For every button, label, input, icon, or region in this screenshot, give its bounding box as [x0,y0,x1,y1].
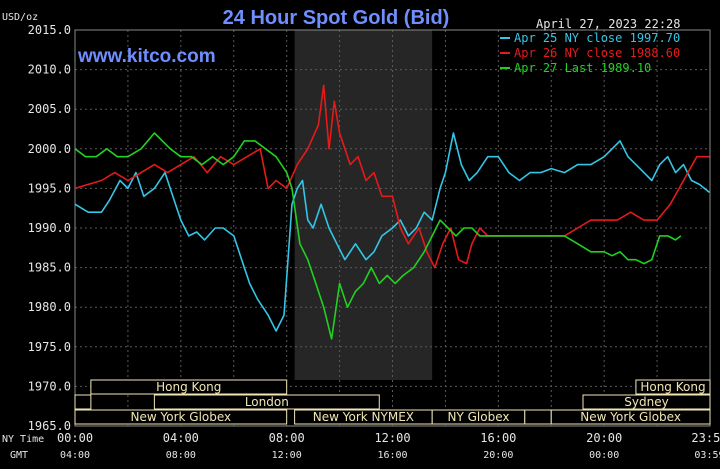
y-axis-ticks: 1965.0 1970.0 1975.0 1980.0 1985.0 1990.0 1995… [28,23,71,433]
x-tick-gmt: 16:00 [377,450,407,461]
series-line-1 [74,132,710,332]
plot-frame [74,29,711,427]
gmt-label: GMT [10,450,28,461]
y-tick-label: 1975.0 [28,340,71,354]
y-tick-label: 1985.0 [28,261,71,275]
y-tick-label: 1970.0 [28,379,71,393]
session-bar [524,409,552,425]
series-line-2 [74,84,710,269]
y-tick-label: 2005.0 [28,102,71,116]
nymex-shaded-region [294,30,433,380]
chart-title: 24 Hour Spot Gold (Bid) [223,7,450,29]
session-label: NY Globex [447,410,509,424]
y-tick-label: 2000.0 [28,142,71,156]
x-tick-gmt: 20:00 [483,450,513,461]
x-tick-ny: 16:00 [480,431,516,445]
y-tick-label: 2010.0 [28,63,71,77]
legend-entry: Apr 25 NY close 1997.70 [514,31,680,45]
nymex-shade [294,30,433,380]
session-bar [74,409,288,425]
session-bar [90,379,288,395]
kitco-watermark: www.kitco.com [77,46,216,67]
session-bar [635,379,711,395]
x-tick-ny: 12:00 [374,431,410,445]
ny-time-label: NY Time [2,434,44,445]
session-label: New York NYMEX [313,410,414,424]
session-bar [74,394,92,410]
session-label: New York Globex [580,410,681,424]
legend-entry: Apr 27 Last 1989.10 [514,61,651,75]
x-tick-gmt: 04:00 [60,450,90,461]
y-tick-label: 1990.0 [28,221,71,235]
x-tick-ny: 23:59 [691,431,720,445]
session-label: London [245,395,289,409]
y-tick-label: 2015.0 [28,23,71,37]
y-tick-label: 1995.0 [28,181,71,195]
x-tick-gmt: 08:00 [166,450,196,461]
x-tick-gmt: 00:00 [589,450,619,461]
x-tick-ny: 00:00 [57,431,93,445]
date-stamp: April 27, 2023 22:28 [536,17,681,31]
session-bar [582,394,711,410]
session-label: New York Globex [131,410,232,424]
price-series [74,84,710,340]
session-bar [153,394,380,410]
x-tick-gmt: 12:00 [272,450,302,461]
unit-label: USD/oz [2,12,38,23]
series-line-3 [74,132,682,340]
legend-entry: Apr 26 NY close 1988.60 [514,46,680,60]
session-label: Hong Kong [156,380,221,394]
y-tick-label: 1965.0 [28,419,71,433]
session-bar [550,409,711,425]
y-tick-label: 1980.0 [28,300,71,314]
session-label: Sydney [624,395,668,409]
x-tick-ny: 20:00 [586,431,622,445]
x-tick-gmt: 03:59 [694,450,720,461]
grid-lines [75,29,710,427]
x-tick-ny: 04:00 [163,431,199,445]
x-axis-ticks: 00:00 04:00 04:00 08:00 08:00 12:00 12:00 16:00… [57,431,720,461]
x-tick-ny: 08:00 [269,431,305,445]
session-label: Hong Kong [640,380,705,394]
